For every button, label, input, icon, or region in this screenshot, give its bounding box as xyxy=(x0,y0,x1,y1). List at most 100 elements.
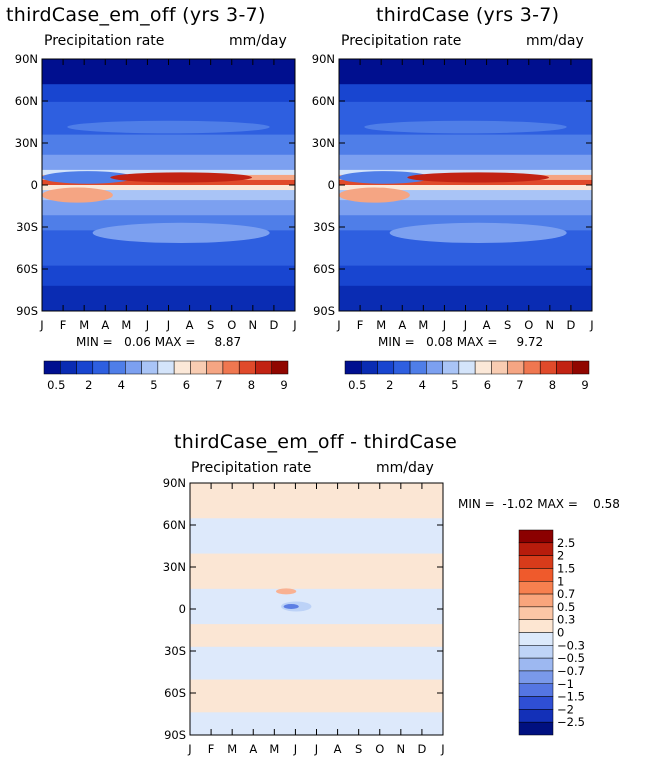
blob-2 xyxy=(276,588,297,595)
ytick-label-0: 90N xyxy=(312,52,335,66)
cbar-label-14: −2.5 xyxy=(557,715,585,729)
xtick-label-8: S xyxy=(504,318,511,332)
cbar-swatch-7 xyxy=(458,360,476,375)
cbar-label-4: 6 xyxy=(484,378,491,392)
panel-3-colorbar: 2.521.510.70.50.30−0.3−0.5−0.7−1−1.5−2−2… xyxy=(518,529,585,736)
cbar-swatch-4 xyxy=(409,360,427,375)
cbar-swatch-8 xyxy=(474,360,492,375)
cbar-label-9: −0.5 xyxy=(557,651,585,665)
cbar-swatch-0 xyxy=(344,360,362,375)
lat-band-6 xyxy=(190,679,443,713)
xtick-label-3: A xyxy=(398,318,406,332)
panel-2-title: thirdCase (yrs 3-7) xyxy=(376,4,560,26)
cbar-swatch-6 xyxy=(518,606,554,620)
cbar-swatch-3 xyxy=(393,360,411,375)
cbar-swatch-1 xyxy=(361,360,378,375)
ytick-label-0: 90N xyxy=(15,52,38,66)
cbar-label-1: 2 xyxy=(85,378,92,392)
cbar-swatch-5 xyxy=(518,593,554,608)
xtick-label-12: J xyxy=(292,318,296,332)
xtick-label-2: M xyxy=(376,318,386,332)
cbar-swatch-2 xyxy=(76,360,94,375)
plot-area xyxy=(339,59,592,312)
panel-1-min-max: MIN = 0.06 MAX = 8.87 xyxy=(76,335,242,349)
ytick-label-6: 90S xyxy=(16,304,38,318)
blob-3 xyxy=(67,120,270,134)
cbar-swatch-12 xyxy=(539,360,557,375)
cbar-label-7: 0 xyxy=(557,626,564,640)
cbar-swatch-4 xyxy=(108,360,126,375)
xtick-label-1: F xyxy=(357,318,364,332)
cbar-label-1: 2 xyxy=(386,378,393,392)
cbar-label-6: 8 xyxy=(248,378,255,392)
lat-band-4 xyxy=(339,154,592,171)
xtick-label-3: A xyxy=(101,318,109,332)
ytick-label-4: 30S xyxy=(313,220,335,234)
lat-band-3 xyxy=(339,134,592,156)
cbar-label-7: 9 xyxy=(581,378,588,392)
cbar-label-2: 4 xyxy=(419,378,426,392)
blob-1 xyxy=(42,171,134,184)
xtick-label-4: M xyxy=(269,742,279,756)
ytick-label-2: 30N xyxy=(163,560,186,574)
cbar-label-5: 7 xyxy=(516,378,523,392)
cbar-label-4: 6 xyxy=(183,378,190,392)
cbar-label-2: 1.5 xyxy=(557,561,575,575)
cbar-label-10: −0.7 xyxy=(557,664,585,678)
lat-band-1 xyxy=(42,84,295,103)
xtick-label-0: J xyxy=(187,742,191,756)
cbar-swatch-8 xyxy=(518,632,554,646)
xtick-label-8: S xyxy=(355,742,362,756)
cbar-swatch-14 xyxy=(572,360,590,375)
cbar-swatch-10 xyxy=(518,657,554,672)
xtick-label-11: D xyxy=(269,318,278,332)
ytick-label-3: 0 xyxy=(328,178,335,192)
panel-3-min-max: MIN = -1.02 MAX = 0.58 xyxy=(458,497,620,511)
lat-band-4 xyxy=(190,624,443,648)
xtick-label-6: J xyxy=(314,742,318,756)
blob-1 xyxy=(339,171,431,184)
xtick-label-7: A xyxy=(334,742,342,756)
xtick-label-4: M xyxy=(418,318,428,332)
lat-band-3 xyxy=(42,134,295,156)
ytick-label-3: 0 xyxy=(179,602,186,616)
panel-2-colorbar: 0.5 2 4 5 6 7 8 9 xyxy=(344,360,590,392)
cbar-swatch-9 xyxy=(518,645,554,659)
cbar-swatch-13 xyxy=(255,360,272,375)
lat-band-2 xyxy=(190,553,443,590)
ytick-label-5: 60S xyxy=(164,686,186,700)
cbar-swatch-5 xyxy=(426,360,443,375)
cbar-swatch-1 xyxy=(60,360,77,375)
cbar-swatch-1 xyxy=(518,542,554,556)
spcz xyxy=(42,187,113,203)
cbar-label-3: 1 xyxy=(557,574,564,588)
panel-3-subtitle-left: Precipitation rate xyxy=(191,460,312,476)
lat-band-9 xyxy=(339,190,592,201)
ytick-label-1: 60N xyxy=(163,518,186,532)
ytick-label-4: 30S xyxy=(164,644,186,658)
cbar-swatch-12 xyxy=(518,683,554,697)
panel-1-title: thirdCase_em_off (yrs 3-7) xyxy=(6,4,266,26)
cbar-label-5: 0.5 xyxy=(557,600,575,614)
ytick-label-0: 90N xyxy=(163,476,186,490)
cbar-swatch-14 xyxy=(271,360,289,375)
xtick-label-5: J xyxy=(145,318,149,332)
cbar-label-3: 5 xyxy=(451,378,458,392)
panel-3-title: thirdCase_em_off - thirdCase xyxy=(174,431,458,453)
plot-area xyxy=(190,483,443,736)
xtick-label-4: M xyxy=(121,318,131,332)
xtick-label-5: J xyxy=(442,318,446,332)
cbar-label-6: 0.3 xyxy=(557,613,575,627)
cbar-swatch-11 xyxy=(222,360,240,375)
ytick-label-5: 60S xyxy=(16,262,38,276)
lat-band-7 xyxy=(42,179,295,186)
panel-1-subtitle-left: Precipitation rate xyxy=(44,33,165,49)
ytick-label-2: 30N xyxy=(15,136,38,150)
panel-1-colorbar: 0.5 2 4 5 6 7 8 9 xyxy=(43,360,289,392)
ytick-label-1: 60N xyxy=(312,94,335,108)
panel-3-subtitle-right: mm/day xyxy=(376,460,434,476)
cbar-swatch-10 xyxy=(206,360,224,375)
cbar-swatch-7 xyxy=(157,360,175,375)
